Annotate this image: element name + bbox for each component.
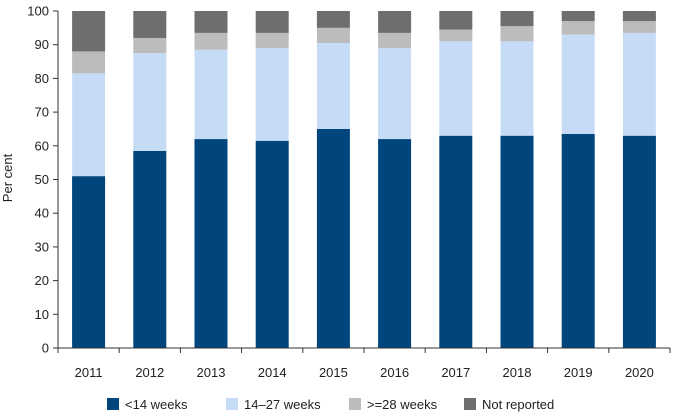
bar-segment-2016-series-2 [378, 32, 412, 49]
bar-segment-2013-series-3 [194, 11, 228, 33]
x-tick-label-2014: 2014 [258, 365, 287, 380]
x-tick-label-2013: 2013 [197, 365, 226, 380]
legend-label-2: >=28 weeks [367, 397, 438, 412]
x-tick-label-2012: 2012 [135, 365, 164, 380]
x-tick-label-2020: 2020 [625, 365, 654, 380]
y-tick-label-20: 20 [35, 273, 49, 288]
bar-segment-2018-series-3 [500, 11, 534, 27]
bar-segment-2016-series-0 [378, 139, 412, 348]
bar-segment-2019-series-0 [561, 134, 595, 348]
x-tick-label-2019: 2019 [564, 365, 593, 380]
bar-segment-2016-series-1 [378, 48, 412, 140]
bar-segment-2011-series-3 [72, 11, 106, 52]
bar-segment-2015-series-3 [316, 11, 350, 28]
legend-swatch-0 [107, 398, 119, 410]
bar-segment-2014-series-1 [255, 48, 289, 141]
bar-segment-2018-series-1 [500, 41, 534, 136]
bar-segment-2019-series-2 [561, 21, 595, 35]
legend-swatch-3 [464, 398, 476, 410]
y-tick-label-60: 60 [35, 138, 49, 153]
bar-segment-2014-series-0 [255, 140, 289, 348]
x-tick-label-2018: 2018 [503, 365, 532, 380]
bar-segment-2019-series-1 [561, 34, 595, 135]
bar-segment-2014-series-2 [255, 32, 289, 49]
legend-swatch-2 [349, 398, 361, 410]
bar-segment-2015-series-2 [316, 27, 350, 44]
bar-segment-2020-series-2 [622, 21, 656, 33]
legend-label-3: Not reported [482, 397, 554, 412]
x-tick-label-2015: 2015 [319, 365, 348, 380]
bar-segment-2012-series-3 [133, 11, 167, 38]
legend: <14 weeks 14–27 weeks >=28 weeks Not report… [107, 397, 554, 412]
y-tick-label-50: 50 [35, 172, 49, 187]
legend-label-0: <14 weeks [125, 397, 188, 412]
y-tick-label-80: 80 [35, 71, 49, 86]
bar-segment-2020-series-0 [622, 135, 656, 348]
bar-segment-2020-series-3 [622, 11, 656, 22]
axes-layer: 0 10 20 30 40 50 60 70 80 90 100 2011 2012 2013 2014 20… [27, 4, 671, 380]
bar-segment-2016-series-3 [378, 11, 412, 33]
y-axis-title: Per cent [0, 153, 15, 202]
bar-segment-2011-series-2 [72, 51, 106, 74]
y-tick-label-10: 10 [35, 307, 49, 322]
y-tick-label-100: 100 [27, 4, 49, 19]
bar-segment-2015-series-0 [316, 128, 350, 348]
x-tick-label-2017: 2017 [441, 365, 470, 380]
bar-segment-2018-series-0 [500, 135, 534, 348]
x-tick-label-2016: 2016 [380, 365, 409, 380]
bar-segment-2011-series-1 [72, 73, 106, 177]
y-tick-label-0: 0 [42, 341, 49, 356]
bar-segment-2013-series-0 [194, 139, 228, 348]
y-tick-label-30: 30 [35, 239, 49, 254]
x-tick-label-2011: 2011 [75, 365, 103, 380]
y-tick-label-90: 90 [35, 37, 49, 52]
bar-segment-2013-series-1 [194, 49, 228, 140]
legend-label-1: 14–27 weeks [244, 397, 321, 412]
bar-segment-2012-series-1 [133, 53, 167, 151]
bar-segment-2017-series-2 [439, 29, 473, 42]
legend-swatch-1 [226, 398, 238, 410]
bar-segment-2011-series-0 [72, 176, 106, 348]
bar-segment-2020-series-1 [622, 32, 656, 136]
bar-segment-2018-series-2 [500, 26, 534, 42]
bar-segment-2017-series-3 [439, 11, 473, 30]
y-tick-label-40: 40 [35, 206, 49, 221]
bars-layer [72, 11, 656, 348]
bar-segment-2012-series-2 [133, 37, 167, 54]
bar-segment-2017-series-0 [439, 135, 473, 348]
bar-segment-2014-series-3 [255, 11, 289, 33]
bar-segment-2012-series-0 [133, 150, 167, 348]
bar-segment-2017-series-1 [439, 41, 473, 136]
y-tick-label-70: 70 [35, 105, 49, 120]
bar-segment-2015-series-1 [316, 43, 350, 129]
bar-segment-2013-series-2 [194, 32, 228, 50]
bar-segment-2019-series-3 [561, 11, 595, 22]
